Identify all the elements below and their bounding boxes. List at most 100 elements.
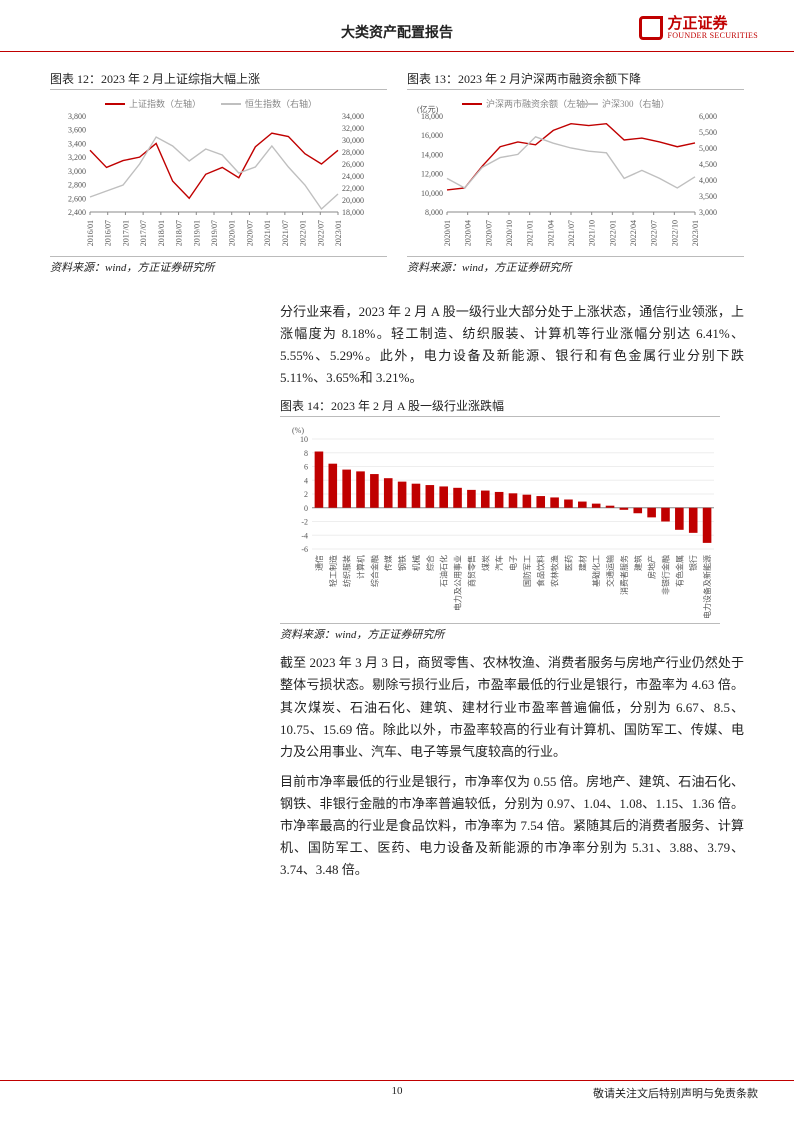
svg-text:恒生指数（右轴）: 恒生指数（右轴） [245, 98, 317, 109]
svg-text:通信: 通信 [314, 555, 324, 571]
svg-text:8,000: 8,000 [425, 208, 443, 217]
svg-text:沪深300（右轴）: 沪深300（右轴） [602, 98, 670, 109]
svg-text:20,000: 20,000 [342, 196, 364, 205]
svg-text:2017/01: 2017/01 [121, 220, 130, 246]
svg-text:建筑: 建筑 [633, 555, 643, 571]
svg-text:2021/04: 2021/04 [546, 220, 555, 246]
svg-text:交通运输: 交通运输 [605, 555, 615, 587]
svg-text:2021/01: 2021/01 [526, 220, 535, 246]
svg-text:(%): (%) [292, 426, 304, 435]
svg-text:计算机: 计算机 [356, 555, 366, 579]
chart-14-wrap: 图表 14：2023 年 2 月 A 股一级行业涨跌幅 (%)-6-4-2024… [280, 397, 744, 642]
svg-text:22,000: 22,000 [342, 184, 364, 193]
chart-13-area: 沪深两市融资余额（左轴）沪深300（右轴）(亿元)8,00010,00012,0… [407, 94, 744, 254]
paragraph-3: 目前市净率最低的行业是银行，市净率仅为 0.55 倍。房地产、建筑、石油石化、钢… [280, 771, 744, 881]
page-footer: 10 敬请关注文后特别声明与免责条款 [0, 1080, 794, 1097]
svg-text:18,000: 18,000 [421, 112, 443, 121]
paragraph-1: 分行业来看，2023 年 2 月 A 股一级行业大部分处于上涨状态，通信行业领涨… [280, 301, 744, 389]
svg-text:综合金融: 综合金融 [369, 555, 379, 587]
svg-text:2018/07: 2018/07 [175, 220, 184, 246]
logo-text-cn: 方正证券 [667, 17, 758, 32]
body-text-2: 截至 2023 年 3 月 3 日，商贸零售、农林牧渔、消费者服务与房地产行业仍… [280, 652, 744, 881]
svg-text:煤炭: 煤炭 [480, 555, 490, 571]
chart-12-area: 上证指数（左轴）恒生指数（右轴）2,4002,6002,8003,0003,20… [50, 94, 387, 254]
svg-text:2016/01: 2016/01 [86, 220, 95, 246]
svg-text:2: 2 [304, 490, 308, 499]
svg-text:纺织服装: 纺织服装 [342, 555, 352, 587]
svg-text:沪深两市融资余额（左轴）: 沪深两市融资余额（左轴） [486, 98, 594, 109]
svg-text:商贸零售: 商贸零售 [466, 555, 476, 587]
chart-14-svg: (%)-6-4-20246810通信轻工制造纺织服装计算机综合金融传媒钢铁机械综… [280, 421, 720, 621]
svg-text:轻工制造: 轻工制造 [328, 555, 338, 587]
chart-13-column: 图表 13：2023 年 2 月沪深两市融资余额下降 沪深两市融资余额（左轴） 沪… [407, 70, 744, 275]
svg-text:2021/07: 2021/07 [567, 220, 576, 246]
svg-text:2016/07: 2016/07 [104, 220, 113, 246]
svg-text:2020/01: 2020/01 [443, 220, 452, 246]
chart-13-source: 资料来源：wind，方正证券研究所 [407, 256, 744, 275]
svg-text:2018/01: 2018/01 [157, 220, 166, 246]
svg-text:农林牧渔: 农林牧渔 [550, 555, 560, 587]
chart-13-title: 图表 13：2023 年 2 月沪深两市融资余额下降 [407, 70, 744, 90]
svg-text:石油石化: 石油石化 [439, 555, 449, 587]
svg-text:-2: -2 [301, 518, 308, 527]
svg-text:2020/01: 2020/01 [228, 220, 237, 246]
svg-text:银行: 银行 [688, 555, 698, 571]
svg-text:14,000: 14,000 [421, 150, 443, 159]
charts-row: 图表 12：2023 年 2 月上证综指大幅上涨 上证指数（左轴）恒生指数（右轴… [50, 70, 744, 275]
chart-14-title: 图表 14：2023 年 2 月 A 股一级行业涨跌幅 [280, 397, 720, 417]
svg-text:2022/10: 2022/10 [670, 220, 679, 246]
svg-text:4,000: 4,000 [699, 176, 717, 185]
svg-text:32,000: 32,000 [342, 124, 364, 133]
svg-text:2021/10: 2021/10 [588, 220, 597, 246]
svg-text:2020/10: 2020/10 [505, 220, 514, 246]
svg-text:2017/07: 2017/07 [139, 220, 148, 246]
svg-text:2020/07: 2020/07 [484, 220, 493, 246]
chart-13-svg: 沪深两市融资余额（左轴）沪深300（右轴）(亿元)8,00010,00012,0… [407, 94, 737, 254]
svg-text:2021/07: 2021/07 [281, 220, 290, 246]
svg-text:8: 8 [304, 449, 308, 458]
svg-text:有色金属: 有色金属 [674, 555, 684, 587]
svg-text:2019/01: 2019/01 [192, 220, 201, 246]
svg-text:12,000: 12,000 [421, 170, 443, 179]
page-content: 图表 12：2023 年 2 月上证综指大幅上涨 上证指数（左轴）恒生指数（右轴… [50, 70, 744, 889]
svg-text:4: 4 [304, 477, 308, 486]
svg-text:电力设备及新能源: 电力设备及新能源 [702, 555, 712, 619]
chart-12-column: 图表 12：2023 年 2 月上证综指大幅上涨 上证指数（左轴）恒生指数（右轴… [50, 70, 387, 275]
svg-text:3,800: 3,800 [68, 112, 86, 121]
svg-text:综合: 综合 [425, 555, 435, 571]
svg-text:6: 6 [304, 463, 308, 472]
svg-text:消费者服务: 消费者服务 [619, 555, 629, 595]
svg-text:16,000: 16,000 [421, 131, 443, 140]
svg-text:2022/01: 2022/01 [299, 220, 308, 246]
svg-text:3,000: 3,000 [699, 208, 717, 217]
svg-text:机械: 机械 [411, 555, 421, 571]
chart-12-svg: 上证指数（左轴）恒生指数（右轴）2,4002,6002,8003,0003,20… [50, 94, 380, 254]
svg-text:房地产: 房地产 [647, 555, 657, 579]
svg-text:钢铁: 钢铁 [397, 555, 407, 571]
svg-text:医药: 医药 [563, 555, 573, 571]
chart-12-title: 图表 12：2023 年 2 月上证综指大幅上涨 [50, 70, 387, 90]
svg-text:-6: -6 [301, 545, 308, 554]
svg-text:2,400: 2,400 [68, 208, 86, 217]
logo-icon [639, 16, 663, 40]
paragraph-2: 截至 2023 年 3 月 3 日，商贸零售、农林牧渔、消费者服务与房地产行业仍… [280, 652, 744, 762]
svg-text:18,000: 18,000 [342, 208, 364, 217]
svg-text:5,000: 5,000 [699, 144, 717, 153]
svg-text:2023/01: 2023/01 [334, 220, 343, 246]
svg-text:2021/01: 2021/01 [263, 220, 272, 246]
svg-text:2020/04: 2020/04 [464, 220, 473, 246]
svg-text:2022/01: 2022/01 [608, 220, 617, 246]
svg-text:4,500: 4,500 [699, 160, 717, 169]
svg-text:6,000: 6,000 [699, 112, 717, 121]
svg-text:24,000: 24,000 [342, 172, 364, 181]
svg-text:3,000: 3,000 [68, 167, 86, 176]
logo-text-en: FOUNDER SECURITIES [667, 32, 758, 40]
chart-12-source: 资料来源：wind，方正证券研究所 [50, 256, 387, 275]
svg-text:非银行金融: 非银行金融 [660, 555, 670, 595]
svg-text:2019/07: 2019/07 [210, 220, 219, 246]
svg-text:2022/07: 2022/07 [650, 220, 659, 246]
svg-text:国防军工: 国防军工 [522, 555, 532, 587]
svg-text:3,200: 3,200 [68, 153, 86, 162]
svg-text:传媒: 传媒 [383, 555, 393, 571]
svg-text:3,600: 3,600 [68, 126, 86, 135]
